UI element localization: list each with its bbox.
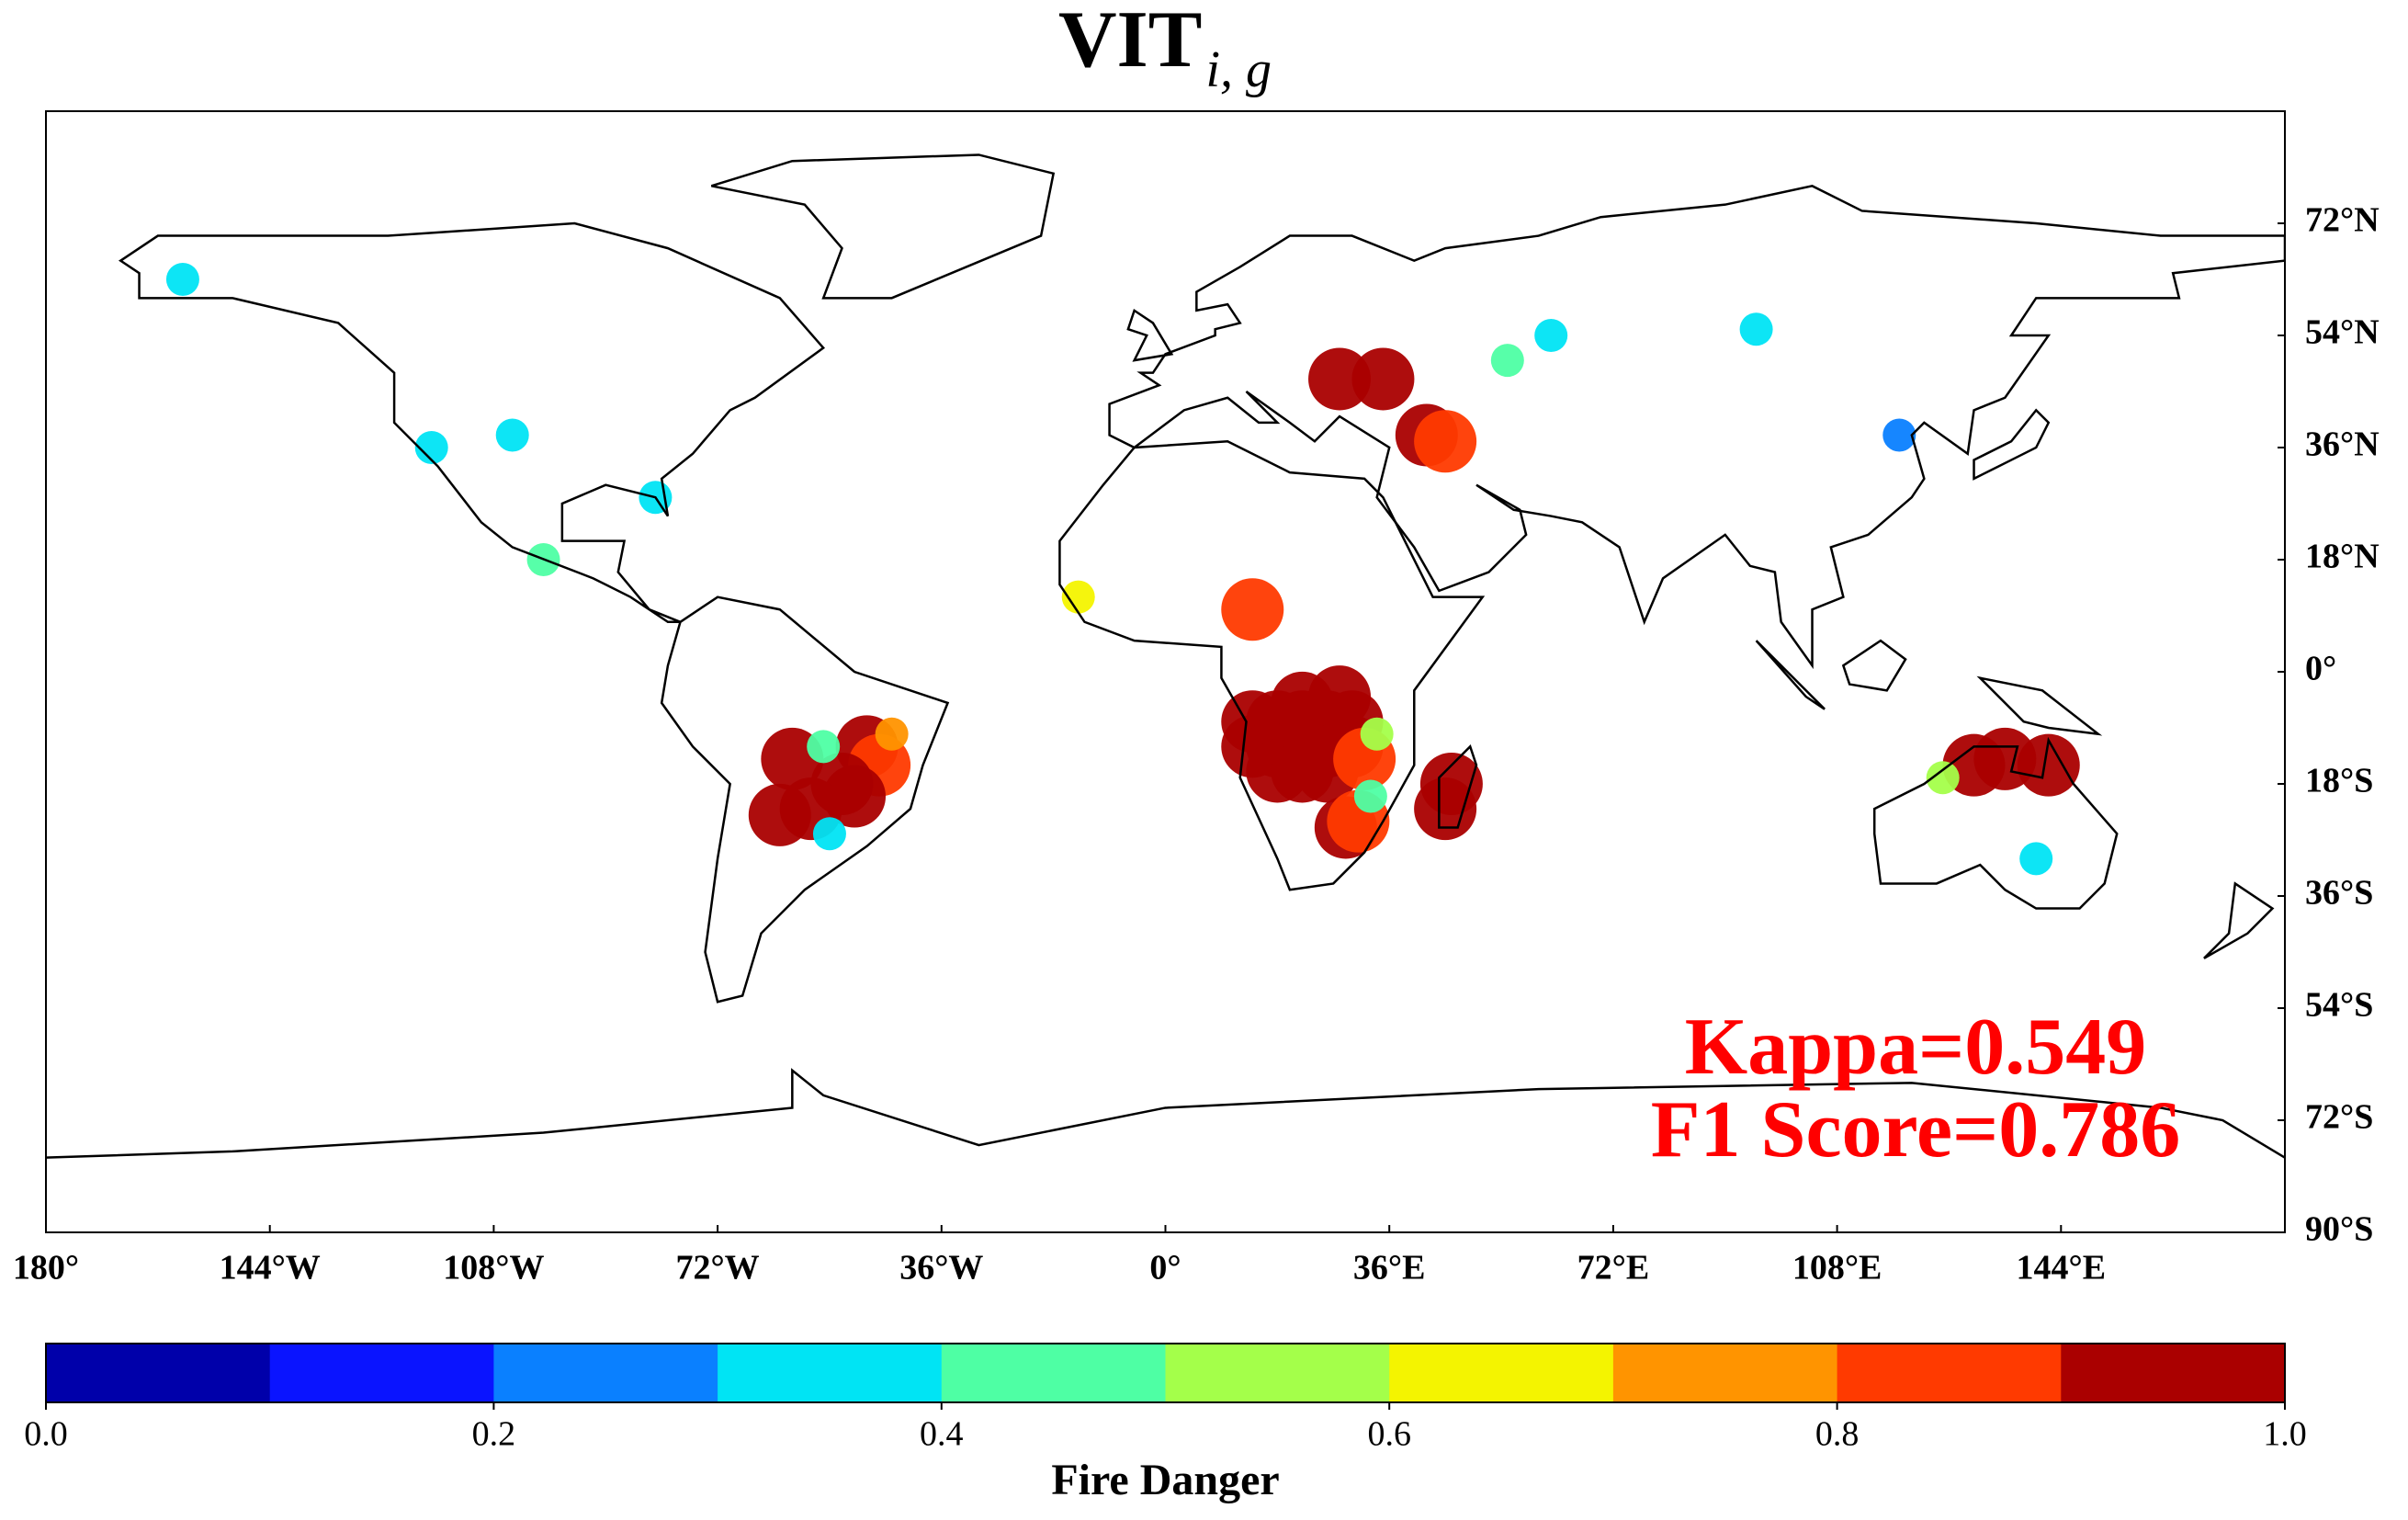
chart-title: VITi, g: [1058, 0, 1272, 98]
coastline: [2203, 881, 2275, 959]
colorbar-frame: [45, 1343, 2286, 1403]
title-main: VIT: [1058, 0, 1203, 85]
fire-danger-cell: [1534, 319, 1568, 352]
fire-danger-cell: [807, 730, 841, 764]
fire-danger-cell: [1061, 580, 1095, 614]
fire-danger-cell: [1414, 777, 1477, 841]
fire-danger-cell: [1739, 312, 1773, 346]
y-tick-label: 54°N: [2305, 313, 2380, 352]
y-tick-label: 18°S: [2305, 762, 2373, 800]
coastline: [1058, 439, 1486, 891]
fire-danger-cell: [1882, 418, 1916, 452]
colorbar-tick-label: 0.8: [1815, 1415, 1860, 1454]
x-tick-label: 72°W: [675, 1249, 759, 1287]
coastline: [1126, 308, 1174, 362]
x-tick-label: 108°W: [443, 1249, 544, 1287]
fire-danger-cell: [812, 817, 846, 851]
colorbar-bin: [493, 1344, 718, 1402]
coastline: [1973, 408, 2051, 481]
fire-danger-cell: [1351, 347, 1415, 411]
colorbar-bin: [1612, 1344, 1838, 1402]
title-subscript: i, g: [1205, 41, 1272, 98]
y-tick-label: 0°: [2305, 650, 2336, 688]
colorbar-bin: [269, 1344, 494, 1402]
metric-annotation: Kappa=0.549: [1685, 1003, 2146, 1092]
coastline: [1976, 675, 2103, 736]
fire-danger-cell: [414, 431, 448, 464]
x-tick-label: 108°E: [1792, 1249, 1882, 1287]
coastline: [1755, 640, 1826, 710]
fire-danger-cell: [1308, 347, 1372, 411]
x-tick-label: 180°: [13, 1249, 79, 1287]
x-tick-label: 36°W: [899, 1249, 983, 1287]
x-tick-label: 0°: [1149, 1249, 1181, 1287]
coastline: [660, 596, 950, 1004]
colorbar-tick-label: 0.0: [24, 1415, 68, 1454]
y-tick-label: 36°N: [2305, 425, 2380, 464]
colorbar-tick-label: 0.4: [920, 1415, 964, 1454]
colorbar-tick-label: 0.6: [1367, 1415, 1411, 1454]
fire-danger-cell: [748, 783, 811, 846]
fire-danger-cell: [1353, 779, 1387, 813]
fire-danger-cell: [2019, 842, 2053, 876]
fire-danger-cell: [1926, 761, 1960, 795]
colorbar-bin: [2061, 1344, 2286, 1402]
fire-danger-cell: [875, 717, 909, 751]
fire-danger-cell: [1414, 410, 1477, 473]
colorbar-bin: [1165, 1344, 1390, 1402]
x-tick-label: 36°E: [1353, 1249, 1426, 1287]
y-tick-label: 36°S: [2305, 874, 2373, 913]
coastline: [710, 153, 1056, 300]
map-area: [46, 153, 2285, 1159]
coastline: [1841, 639, 1907, 692]
y-tick-label: 18°N: [2305, 538, 2380, 576]
colorbar-bin: [941, 1344, 1166, 1402]
y-tick-label: 90°S: [2305, 1210, 2373, 1249]
x-tick-label: 72°E: [1577, 1249, 1650, 1287]
fire-danger-cell: [165, 263, 199, 296]
colorbar-bin: [1389, 1344, 1614, 1402]
fire-danger-cell: [1360, 717, 1394, 751]
colorbar-bin: [718, 1344, 943, 1402]
fire-danger-cell: [1221, 578, 1284, 641]
coastline: [1438, 744, 1478, 829]
y-tick-label: 72°S: [2305, 1098, 2373, 1137]
fire-danger-cell: [1490, 344, 1524, 378]
coastline: [1872, 736, 2119, 910]
coastline: [46, 1068, 2285, 1159]
coastline: [118, 221, 826, 624]
x-tick-label: 144°W: [220, 1249, 321, 1287]
y-tick-label: 72°N: [2305, 201, 2380, 240]
fire-danger-cell: [495, 418, 529, 452]
colorbar-bin: [46, 1344, 271, 1402]
coastline: [1108, 185, 2285, 670]
fire-danger-cell: [1308, 665, 1372, 729]
colorbar-label: Fire Danger: [1051, 1456, 1279, 1504]
fire-danger-cell: [2017, 733, 2080, 797]
x-tick-label: 144°E: [2017, 1249, 2107, 1287]
metric-annotation: F1 Score=0.786: [1651, 1085, 2180, 1174]
colorbar-bin: [1837, 1344, 2062, 1402]
colorbar-tick-label: 1.0: [2263, 1415, 2307, 1454]
y-tick-label: 54°S: [2305, 986, 2373, 1025]
colorbar-tick-label: 0.2: [472, 1415, 516, 1454]
